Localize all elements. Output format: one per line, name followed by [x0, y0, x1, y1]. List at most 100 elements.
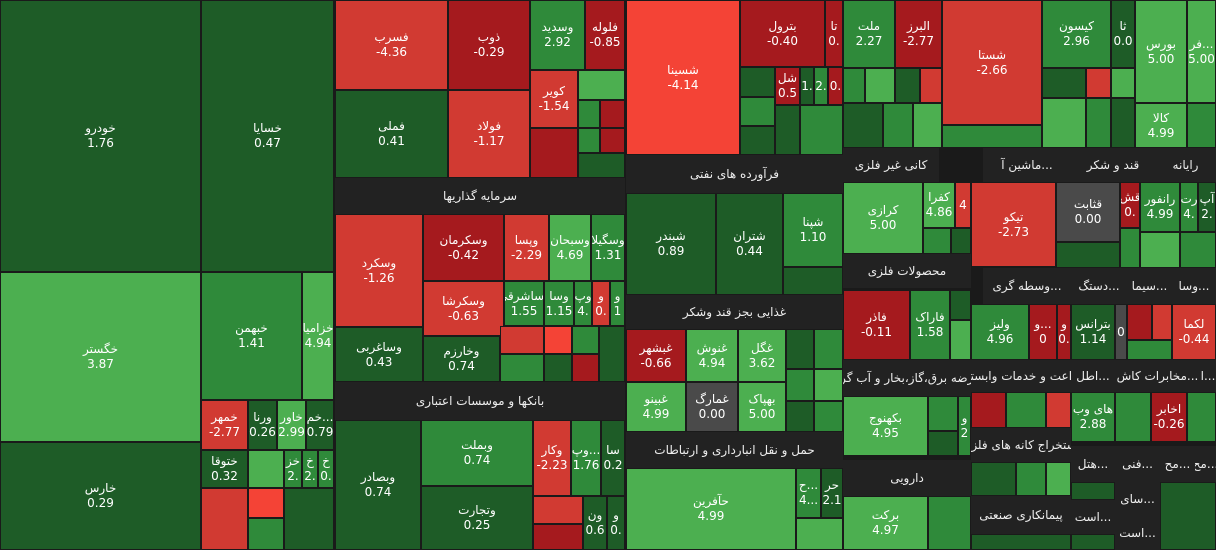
tile-shasta[interactable]: شستا -2.66	[942, 0, 1042, 125]
tile-o-b[interactable]: 1.	[800, 67, 814, 105]
tile-kh-b[interactable]: خ 2.	[302, 450, 318, 488]
tile-k-a[interactable]: 4	[955, 182, 971, 228]
tile-tiko[interactable]: تیکو -2.73	[971, 182, 1056, 267]
tile-r-b[interactable]	[865, 68, 895, 103]
tile-f-d[interactable]	[814, 369, 843, 401]
tile-va-b[interactable]: و 0.	[1057, 304, 1071, 360]
tile-ghsabet[interactable]: قثابت 0.00	[1056, 182, 1120, 242]
tile-bekahnooj[interactable]: بکهنوج 4.95	[843, 396, 928, 456]
tile-r-j[interactable]	[1086, 68, 1111, 98]
tile-k-b[interactable]	[923, 228, 951, 254]
tile-m-d[interactable]	[530, 128, 578, 178]
tile-fameli[interactable]: فملی 0.41	[335, 90, 448, 178]
tile-r-e[interactable]	[843, 103, 883, 148]
tile-ag-a[interactable]	[971, 392, 1006, 428]
tile-vap[interactable]: وپ 4.	[574, 281, 592, 326]
tile-o-f[interactable]	[740, 126, 775, 155]
tile-o-a[interactable]	[740, 67, 775, 97]
tile-kh-e[interactable]	[248, 488, 284, 518]
tile-f-c[interactable]	[786, 369, 814, 401]
tile-v-a[interactable]: و 0.	[592, 281, 610, 326]
tile-o-e[interactable]	[740, 97, 775, 126]
tile-shabandar[interactable]: شبندر 0.89	[626, 193, 716, 295]
tile-ta[interactable]: تا 0.	[825, 0, 843, 67]
tile-s-b[interactable]	[1120, 228, 1140, 268]
tile-vapasa[interactable]: وپسا -2.29	[504, 214, 549, 281]
tile-vasobhan[interactable]: وسبحان 4.69	[549, 214, 591, 281]
tile-b-b[interactable]	[533, 524, 583, 550]
tile-vasgila[interactable]: وسگیلا 1.31	[591, 214, 625, 281]
tile-valiz[interactable]: ولیز 4.96	[971, 304, 1029, 360]
tile-karazi[interactable]: کرازی 5.00	[843, 182, 923, 254]
tile-pc-a[interactable]	[971, 534, 1071, 550]
tile-fesorb[interactable]: فسرب -4.36	[335, 0, 448, 90]
tile-vaskord[interactable]: وسکرد -1.26	[335, 214, 423, 327]
tile-mn-c[interactable]	[1046, 462, 1071, 496]
tile-k-c[interactable]	[951, 228, 971, 254]
tile-r-c[interactable]	[895, 68, 920, 103]
tile-m-f[interactable]	[600, 128, 625, 153]
tile-kala[interactable]: کالا 4.99	[1135, 103, 1187, 148]
tile-v-g[interactable]	[572, 326, 599, 354]
tile-har[interactable]: حر 2.1	[821, 468, 843, 518]
tile-khavar[interactable]: خاور 2.99	[277, 400, 306, 450]
tile-r-n[interactable]	[1111, 98, 1135, 148]
tile-kh-d[interactable]	[201, 488, 248, 550]
tile-vashargi[interactable]: وساشرقی1.55	[504, 281, 544, 326]
tile-vasa[interactable]: وسا 1.15	[544, 281, 574, 326]
tile-ht-a[interactable]	[1071, 482, 1115, 500]
tile-khodro[interactable]: خودرو 1.76	[0, 0, 201, 272]
tile-f-a[interactable]	[786, 329, 814, 369]
tile-v-e[interactable]	[544, 326, 572, 354]
tile-u-a[interactable]	[928, 396, 958, 431]
tile-o-h[interactable]	[800, 105, 843, 155]
tile-vakharazm[interactable]: وخارزم 0.74	[423, 336, 500, 382]
tile-dv-a[interactable]: 0	[1115, 304, 1127, 360]
tile-shasina[interactable]: شسینا -4.14	[626, 0, 740, 155]
tile-foolad[interactable]: فولاد -1.17	[448, 90, 530, 178]
tile-v-h[interactable]	[572, 354, 599, 382]
tile-kh-c[interactable]: خ 0.	[318, 450, 334, 488]
tile-alborz[interactable]: البرز -2.77	[895, 0, 942, 68]
tile-vabmellat[interactable]: وبملت 0.74	[421, 420, 533, 486]
tile-va-a[interactable]: و... 0	[1029, 304, 1057, 360]
tile-m-g[interactable]	[578, 153, 625, 178]
tile-vaskersha[interactable]: وسکرشا -0.63	[423, 281, 504, 336]
tile-h-a[interactable]: ح... 4...	[796, 468, 821, 518]
tile-r-o[interactable]	[1187, 103, 1216, 148]
tile-petrol[interactable]: بترول -0.40	[740, 0, 825, 67]
tile-ag-b[interactable]	[1006, 392, 1046, 428]
tile-khz[interactable]: خز 2.	[284, 450, 302, 488]
tile-kison[interactable]: کیسون 2.96	[1042, 0, 1111, 68]
tile-kharas[interactable]: خارس 0.29	[0, 442, 201, 550]
tile-mn-b[interactable]	[1016, 462, 1046, 496]
tile-khsaipa[interactable]: خسایا 0.47	[201, 0, 334, 272]
tile-f-e[interactable]	[786, 401, 814, 432]
tile-kh-a[interactable]	[248, 450, 284, 488]
tile-r-h[interactable]	[942, 125, 1042, 148]
tile-hafarin[interactable]: حآفرین 4.99	[626, 468, 796, 550]
tile-mp-b[interactable]	[950, 320, 971, 360]
tile-ms-a[interactable]	[1187, 392, 1216, 442]
tile-ex-a[interactable]	[1071, 534, 1115, 550]
tile-m-c[interactable]	[600, 100, 625, 128]
tile-mp-a[interactable]	[950, 290, 971, 320]
tile-falooleh[interactable]: فلوله -0.85	[585, 0, 625, 70]
tile-von[interactable]: ون 0.6	[583, 496, 607, 550]
tile-vaskerman[interactable]: وسکرمان -0.42	[423, 214, 504, 281]
tile-r-g[interactable]	[913, 103, 942, 148]
tile-far[interactable]: فر... 5.00	[1187, 0, 1216, 103]
tile-mellat[interactable]: ملت 2.27	[843, 0, 895, 68]
tile-c-b[interactable]	[1180, 232, 1216, 268]
tile-ph-a[interactable]	[928, 496, 971, 550]
tile-o-d[interactable]: 0.	[828, 67, 843, 105]
tile-ghgol[interactable]: غگل 3.62	[738, 329, 786, 382]
tile-b-c[interactable]: و 0.	[607, 496, 625, 550]
tile-ag-c[interactable]	[1046, 392, 1071, 428]
tile-tc-a[interactable]	[1115, 392, 1151, 442]
tile-behpak[interactable]: بهپاک 5.00	[738, 382, 786, 432]
tile-v-d[interactable]	[500, 354, 544, 382]
tile-m-e[interactable]	[578, 128, 600, 153]
